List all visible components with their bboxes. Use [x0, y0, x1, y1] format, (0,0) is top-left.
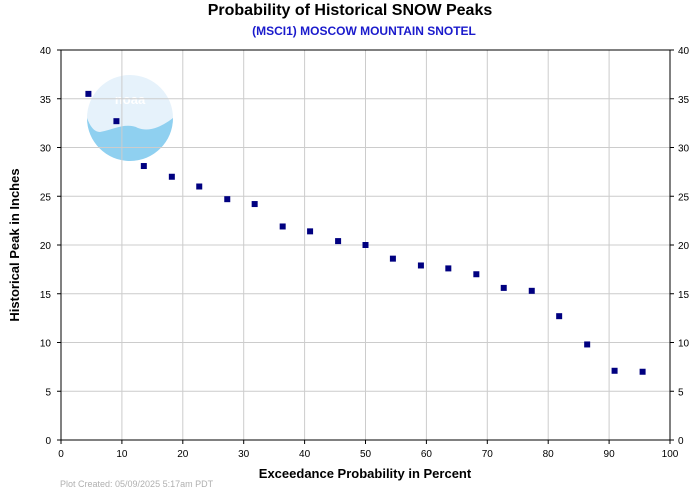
- data-point: [196, 183, 203, 190]
- y-tick-label-right: 30: [678, 144, 690, 155]
- data-point: [362, 242, 369, 248]
- noaa-logo: noaa: [87, 75, 173, 161]
- y-tick-label-left: 15: [40, 290, 52, 301]
- y-tick-label-left: 5: [45, 387, 51, 398]
- noaa-logo-text: noaa: [115, 92, 146, 107]
- data-point: [445, 265, 452, 272]
- y-tick-label-right: 20: [678, 241, 690, 252]
- y-tick-label-right: 15: [678, 290, 690, 301]
- y-tick-label-left: 35: [40, 95, 52, 106]
- x-axis-title: Exceedance Probability in Percent: [259, 466, 472, 481]
- x-tick-label: 100: [662, 449, 679, 460]
- y-tick-label-right: 0: [678, 436, 684, 447]
- data-point: [335, 238, 342, 245]
- data-points: [85, 90, 646, 375]
- data-point: [389, 255, 396, 262]
- data-point: [224, 196, 231, 203]
- x-tick-label: 90: [604, 449, 616, 460]
- x-tick-label: 80: [543, 449, 555, 460]
- y-tick-label-right: 5: [678, 387, 684, 398]
- data-point: [556, 313, 563, 320]
- y-tick-label-left: 0: [45, 436, 51, 447]
- data-point: [417, 262, 424, 269]
- noaa-logo-wave: [87, 118, 173, 161]
- data-point: [251, 201, 258, 208]
- y-tick-label-left: 40: [40, 46, 52, 57]
- x-tick-label: 10: [116, 449, 128, 460]
- y-tick-label-right: 40: [678, 46, 690, 57]
- x-tick-label: 30: [238, 449, 250, 460]
- data-point: [85, 90, 92, 97]
- y-tick-label-left: 25: [40, 192, 52, 203]
- data-point: [279, 223, 286, 230]
- data-point: [113, 118, 120, 125]
- y-axis-title: Historical Peak in Inches: [7, 168, 22, 321]
- y-tick-label-right: 35: [678, 95, 690, 106]
- x-tick-label: 70: [482, 449, 494, 460]
- grid: [61, 50, 670, 440]
- chart-title: Probability of Historical SNOW Peaks: [207, 2, 493, 19]
- data-point: [500, 284, 507, 291]
- y-tick-label-left: 20: [40, 241, 52, 252]
- y-tick-label-left: 30: [40, 144, 52, 155]
- x-tick-label: 60: [421, 449, 433, 460]
- data-point: [473, 271, 480, 278]
- y-tick-label-right: 10: [678, 339, 690, 350]
- plot-created-note: Plot Created: 05/09/2025 5:17am PDT: [60, 479, 214, 489]
- data-point: [639, 368, 646, 375]
- x-tick-label: 50: [360, 449, 372, 460]
- data-point: [611, 367, 618, 374]
- x-tick-label: 40: [299, 449, 311, 460]
- chart-subtitle: (MSCI1) MOSCOW MOUNTAIN SNOTEL: [252, 24, 476, 38]
- data-point: [307, 228, 314, 235]
- data-point: [140, 163, 147, 170]
- y-tick-label-left: 10: [40, 339, 52, 350]
- data-point: [584, 341, 591, 348]
- x-tick-label: 20: [177, 449, 189, 460]
- data-point: [528, 287, 535, 294]
- data-point: [168, 173, 175, 180]
- x-tick-label: 0: [58, 449, 64, 460]
- y-tick-label-right: 25: [678, 192, 690, 203]
